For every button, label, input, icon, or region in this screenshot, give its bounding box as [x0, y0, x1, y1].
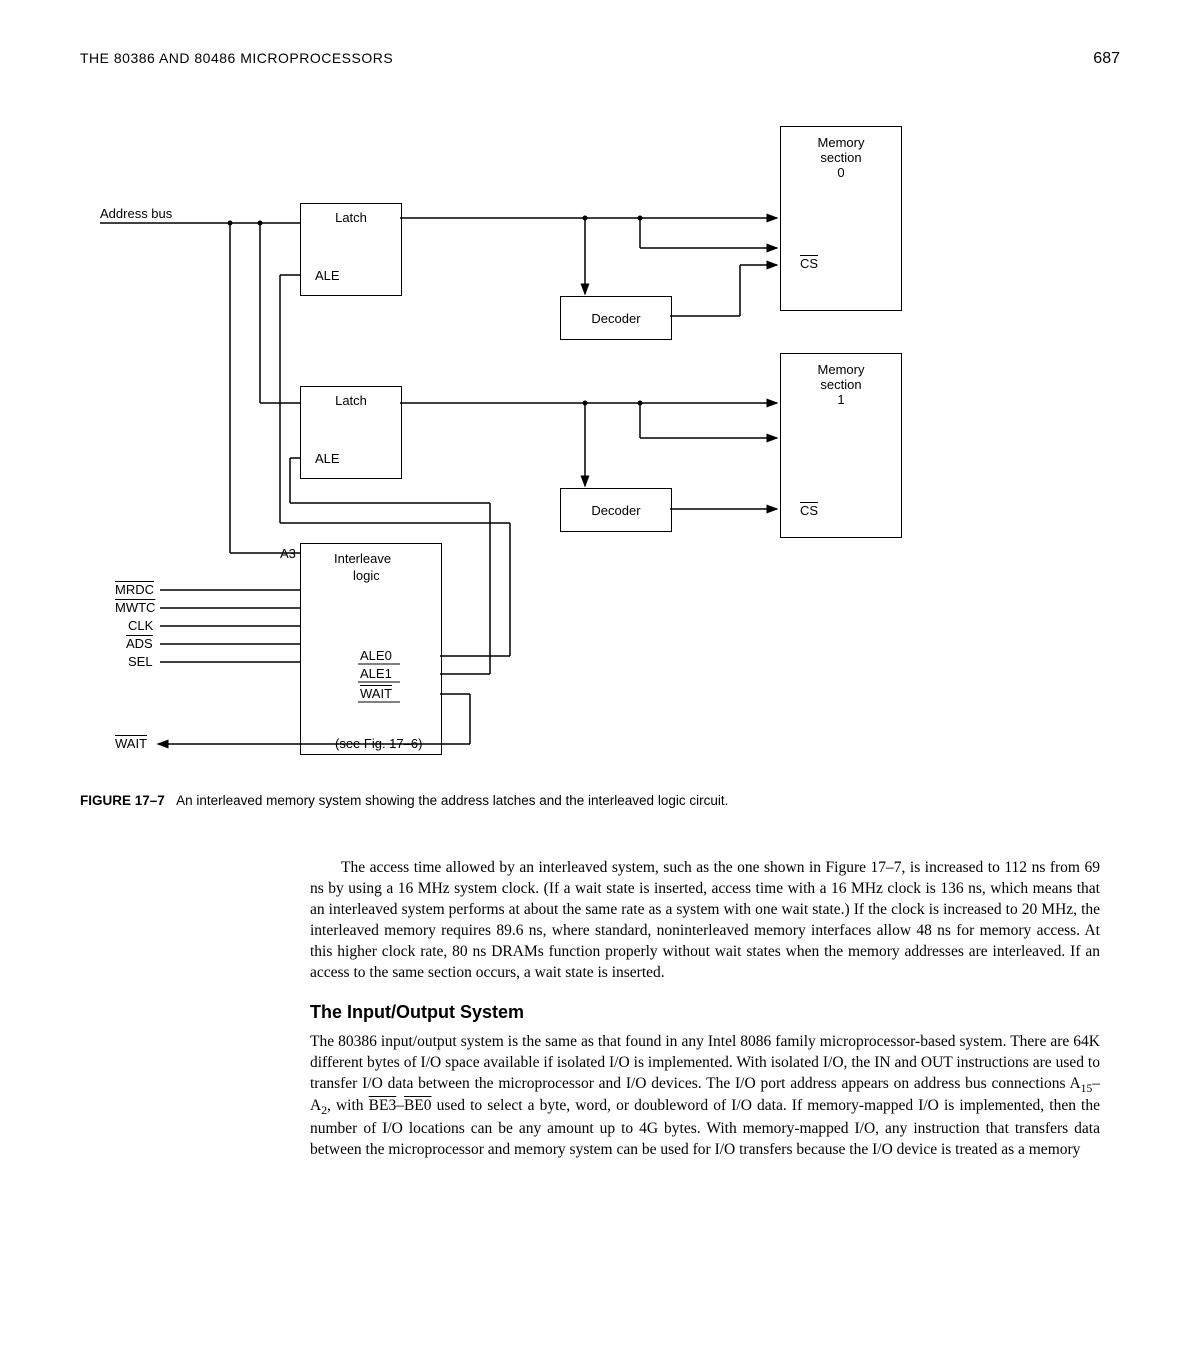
label-mrdc: MRDC	[115, 582, 154, 597]
para2-be3: BE3	[369, 1097, 397, 1114]
para2-be0: BE0	[404, 1097, 432, 1114]
label-interleave-l2: logic	[353, 568, 380, 583]
label-mem1-line3: 1	[837, 392, 844, 407]
label-ale-lower: ALE	[315, 451, 340, 466]
page-header: THE 80386 AND 80486 MICROPROCESSORS 687	[80, 50, 1120, 68]
paragraph-1: The access time allowed by an interleave…	[310, 858, 1100, 984]
label-latch2: Latch	[335, 393, 367, 408]
para2-dash: –	[396, 1097, 404, 1114]
label-address-bus: Address bus	[100, 206, 172, 221]
label-cs1: CS	[800, 256, 818, 271]
section-heading: The Input/Output System	[310, 1000, 1100, 1024]
label-wait-out: WAIT	[115, 736, 147, 751]
label-wait: WAIT	[360, 686, 392, 701]
page-number: 687	[1093, 50, 1120, 68]
label-ale0: ALE0	[360, 648, 392, 663]
label-decoder1: Decoder	[591, 311, 640, 326]
label-decoder2: Decoder	[591, 503, 640, 518]
figure-number: FIGURE 17–7	[80, 793, 165, 808]
body-text: The access time allowed by an interleave…	[310, 858, 1100, 1161]
label-ads: ADS	[126, 636, 153, 651]
figure-caption: FIGURE 17–7 An interleaved memory system…	[80, 793, 1120, 808]
para2-pre: The 80386 input/output system is the sam…	[310, 1033, 1100, 1092]
label-interleave-l1: Interleave	[334, 551, 391, 566]
label-cs2: CS	[800, 503, 818, 518]
label-ale1: ALE1	[360, 666, 392, 681]
box-memory-section-1: Memory section 1	[780, 353, 902, 538]
para2-mid2: , with	[327, 1097, 369, 1114]
label-mem0-line3: 0	[837, 165, 844, 180]
label-ale-upper: ALE	[315, 268, 340, 283]
label-sel: SEL	[128, 654, 153, 669]
figure-diagram: Address bus Memory section 0 Memory sect…	[80, 98, 940, 778]
para2-sub1: 15	[1081, 1082, 1093, 1095]
label-clk: CLK	[128, 618, 153, 633]
label-mem0-line1: Memory	[818, 135, 865, 150]
header-title: THE 80386 AND 80486 MICROPROCESSORS	[80, 50, 393, 68]
figure-caption-text: An interleaved memory system showing the…	[176, 793, 728, 808]
box-decoder-2: Decoder	[560, 488, 672, 532]
paragraph-2: The 80386 input/output system is the sam…	[310, 1032, 1100, 1161]
label-see-fig: (see Fig. 17–6)	[335, 736, 422, 751]
label-mem1-line2: section	[820, 377, 861, 392]
label-mwtc: MWTC	[115, 600, 155, 615]
box-decoder-1: Decoder	[560, 296, 672, 340]
label-mem1-line1: Memory	[818, 362, 865, 377]
label-latch1: Latch	[335, 210, 367, 225]
label-a3: A3	[280, 546, 296, 561]
box-memory-section-0: Memory section 0	[780, 126, 902, 311]
label-mem0-line2: section	[820, 150, 861, 165]
